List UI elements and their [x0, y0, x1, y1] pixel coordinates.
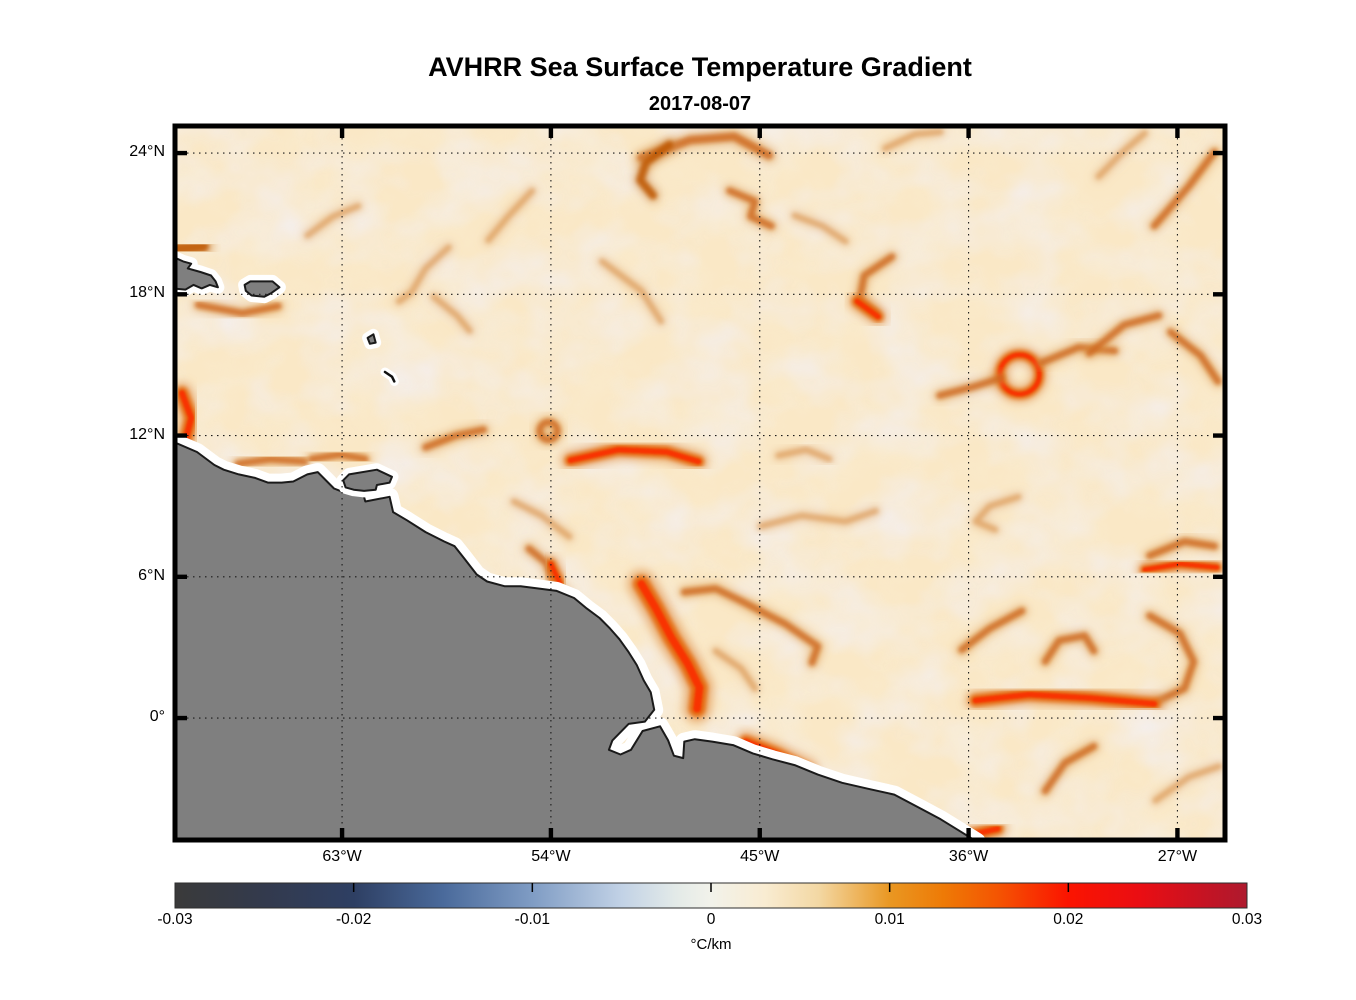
land-martinique [383, 370, 396, 383]
front-hook-arc-50w-23n [636, 140, 674, 200]
front-retroflection-loop [680, 585, 822, 667]
x-tick-top-0 [339, 126, 345, 138]
front-arc-42w-20n [791, 212, 849, 245]
x-tick-top-3 [966, 126, 971, 138]
x-tick-label-3: 36°W [948, 848, 989, 865]
front-band-58w-12n [422, 426, 488, 451]
colorbar-tick-label-6: 0.03 [1231, 911, 1263, 928]
x-tick-top-1 [548, 126, 554, 138]
x-tick-label-1: 54°W [531, 848, 571, 865]
front-south-of-antilles [194, 301, 282, 317]
front-diag-55w-21n [485, 187, 536, 244]
front-mona-passage-blob [175, 240, 209, 256]
x-tick-top-4 [1175, 126, 1180, 138]
front-nbc-coastal-ribbon [637, 580, 704, 713]
map-frame [172, 123, 1228, 843]
y-tick-right-4 [1213, 715, 1225, 721]
colorbar-tick-label-4: 0.01 [874, 911, 905, 928]
front-eddy-ring-54w-12n [536, 418, 561, 444]
land-layer [175, 250, 986, 840]
front-diag-50w-18n [599, 258, 665, 325]
front-ne-of-trinidad [308, 450, 369, 463]
colorbar-unit-label: °C/km [690, 936, 732, 953]
front-top-38w [882, 128, 944, 152]
colorbar-tick-label-2: -0.01 [514, 911, 550, 928]
colorbar-gradient [174, 882, 1248, 909]
front-right-edge-6n [1142, 561, 1220, 572]
y-tick-label-0: 24°N [129, 143, 165, 161]
y-tick-right-3 [1213, 574, 1225, 580]
y-tick-right-2 [1213, 433, 1225, 438]
front-diag-27w-22n [1150, 148, 1219, 230]
front-diag-58w-17n [430, 293, 473, 334]
y-tick-label-2: 12°N [129, 425, 165, 443]
front-crescent-core-40w-17n [854, 298, 881, 320]
x-tick-bottom-3 [966, 828, 971, 840]
x-tick-label-2: 45°W [740, 848, 780, 865]
front-arc-54w-8n [510, 498, 573, 540]
axes-frame [172, 123, 1228, 843]
front-arc-31w-s2 [1041, 742, 1098, 795]
figure-subtitle: 2017-08-07 [648, 93, 752, 115]
front-hook-31w-3n [1041, 632, 1098, 666]
land-trinidad [342, 468, 393, 492]
y-tick-right-1 [1213, 292, 1225, 297]
colorbar-tick-label-0: -0.03 [157, 911, 193, 928]
front-guiana-coastal-core [548, 561, 563, 587]
x-tick-bottom-2 [757, 828, 762, 840]
y-tick-left-4 [175, 715, 187, 721]
x-tick-bottom-0 [339, 828, 345, 840]
x-tick-label-0: 63°W [322, 848, 362, 865]
front-diag-29w-24n [1095, 130, 1148, 180]
colorbar-tick-label-3: 0 [706, 911, 716, 928]
x-tick-bottom-1 [548, 828, 554, 840]
y-tick-right-0 [1213, 150, 1225, 156]
land-mainland [175, 441, 977, 840]
front-band-51w-11n [567, 447, 701, 465]
front-venezuela-coastal [234, 455, 309, 468]
land-hispaniola [175, 256, 219, 291]
front-right-edge-7n [1146, 538, 1219, 560]
gradient-fronts-layer [175, 126, 1225, 840]
y-tick-label-1: 18°N [129, 284, 165, 302]
x-tick-top-2 [757, 126, 762, 138]
y-tick-label-3: 6°N [138, 566, 165, 584]
front-s-curve-45w-21n [726, 187, 775, 230]
y-tick-label-4: 0° [149, 708, 165, 726]
front-filament-59w-18n [395, 244, 452, 305]
front-chain-43w-8n [757, 507, 879, 530]
front-diag-63w-21n [304, 203, 362, 239]
front-hook-35w-9n [972, 493, 1022, 533]
y-tick-left-3 [175, 574, 187, 580]
front-arc-46w-2n [712, 648, 759, 692]
front-arc-26w-s2 [1152, 763, 1223, 804]
land-puerto_rico [243, 280, 281, 298]
y-tick-left-0 [175, 150, 187, 156]
front-eddy-tail-west [936, 374, 1005, 399]
colorbar-tick-label-1: -0.02 [335, 911, 372, 928]
y-tick-left-2 [175, 433, 187, 438]
land-guadeloupe [366, 333, 377, 345]
front-eddy-tail-ne [1085, 312, 1163, 357]
front-curve-27w-2n [1146, 612, 1198, 704]
front-spots-43w-11n [775, 446, 833, 463]
colorbar-tick-label-5: 0.02 [1053, 911, 1084, 928]
figure-title: AVHRR Sea Surface Temperature Gradient [428, 52, 972, 82]
front-arc-35w-4n [958, 607, 1026, 654]
y-tick-left-1 [175, 292, 187, 297]
x-tick-bottom-4 [1175, 828, 1180, 840]
front-equatorial-band [972, 691, 1157, 707]
front-right-edge-15n [1167, 328, 1222, 385]
gridlines-layer [175, 126, 1225, 840]
x-tick-label-4: 27°W [1157, 848, 1198, 865]
